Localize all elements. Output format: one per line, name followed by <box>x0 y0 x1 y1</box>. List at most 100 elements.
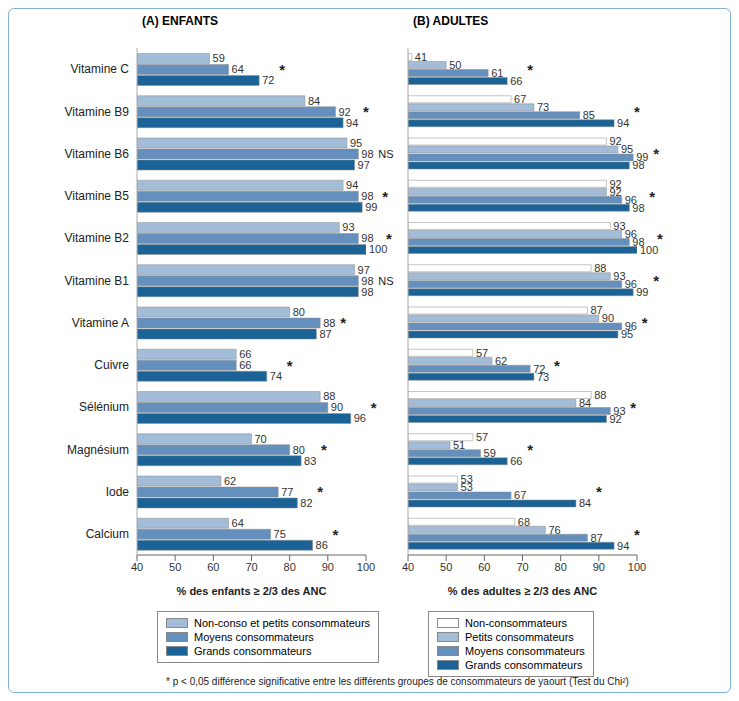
svg-text:100: 100 <box>628 561 646 573</box>
svg-text:75: 75 <box>274 528 286 540</box>
svg-text:62: 62 <box>495 355 507 367</box>
svg-text:95: 95 <box>621 328 633 340</box>
svg-text:*: * <box>340 314 346 331</box>
svg-text:*: * <box>653 145 659 162</box>
svg-text:67: 67 <box>514 93 526 105</box>
svg-text:60: 60 <box>478 561 490 573</box>
svg-text:98: 98 <box>361 286 373 298</box>
svg-text:66: 66 <box>239 359 251 371</box>
svg-text:99: 99 <box>365 201 377 213</box>
svg-text:90: 90 <box>322 561 334 573</box>
svg-text:40: 40 <box>402 561 414 573</box>
svg-text:61: 61 <box>491 67 503 79</box>
svg-text:*: * <box>363 103 369 120</box>
svg-text:83: 83 <box>304 455 316 467</box>
svg-text:94: 94 <box>346 117 358 129</box>
svg-text:*: * <box>279 61 285 78</box>
svg-text:73: 73 <box>537 371 549 383</box>
svg-text:64: 64 <box>232 63 244 75</box>
svg-text:82: 82 <box>300 497 312 509</box>
svg-text:87: 87 <box>590 304 602 316</box>
svg-text:92: 92 <box>609 135 621 147</box>
svg-text:98: 98 <box>632 159 644 171</box>
svg-text:70: 70 <box>255 433 267 445</box>
svg-text:Magnésium: Magnésium <box>67 443 129 457</box>
svg-text:*: * <box>634 103 640 120</box>
svg-text:53: 53 <box>461 481 473 493</box>
svg-text:96: 96 <box>625 278 637 290</box>
svg-text:60: 60 <box>207 561 219 573</box>
svg-text:94: 94 <box>617 117 629 129</box>
svg-text:59: 59 <box>213 52 225 64</box>
svg-text:84: 84 <box>579 497 591 509</box>
svg-text:Vitamine A: Vitamine A <box>72 316 129 330</box>
svg-text:73: 73 <box>537 101 549 113</box>
svg-text:84: 84 <box>308 95 320 107</box>
svg-text:*: * <box>634 526 640 543</box>
svg-text:93: 93 <box>613 220 625 232</box>
svg-text:*: * <box>554 357 560 374</box>
svg-text:93: 93 <box>613 270 625 282</box>
svg-text:90: 90 <box>593 561 605 573</box>
svg-text:57: 57 <box>476 431 488 443</box>
svg-text:*: * <box>527 61 533 78</box>
svg-text:95: 95 <box>350 137 362 149</box>
svg-text:*: * <box>653 272 659 289</box>
svg-text:NS: NS <box>378 148 393 160</box>
svg-text:*: * <box>382 188 388 205</box>
svg-text:100: 100 <box>640 244 658 256</box>
svg-text:66: 66 <box>510 455 522 467</box>
svg-text:*: * <box>317 483 323 500</box>
svg-text:68: 68 <box>518 516 530 528</box>
svg-text:Vitamine B9: Vitamine B9 <box>65 105 130 119</box>
svg-text:70: 70 <box>245 561 257 573</box>
svg-text:67: 67 <box>514 489 526 501</box>
svg-text:*: * <box>527 441 533 458</box>
svg-text:Iode: Iode <box>106 485 130 499</box>
svg-text:% des enfants ≥ 2/3 des ANC: % des enfants ≥ 2/3 des ANC <box>177 585 327 597</box>
svg-text:76: 76 <box>548 524 560 536</box>
svg-text:86: 86 <box>316 539 328 551</box>
svg-text:40: 40 <box>131 561 143 573</box>
svg-text:50: 50 <box>449 59 461 71</box>
svg-text:51: 51 <box>453 439 465 451</box>
svg-text:Vitamine B1: Vitamine B1 <box>65 274 130 288</box>
svg-text:Cuivre: Cuivre <box>94 358 129 372</box>
svg-text:80: 80 <box>284 561 296 573</box>
svg-text:94: 94 <box>617 540 629 552</box>
svg-text:88: 88 <box>594 389 606 401</box>
svg-text:92: 92 <box>609 413 621 425</box>
svg-text:*: * <box>321 441 327 458</box>
svg-text:*: * <box>630 399 636 416</box>
svg-text:Vitamine C: Vitamine C <box>71 62 130 76</box>
svg-text:88: 88 <box>594 262 606 274</box>
svg-text:Calcium: Calcium <box>86 527 129 541</box>
svg-text:93: 93 <box>342 221 354 233</box>
svg-text:90: 90 <box>602 312 614 324</box>
svg-text:99: 99 <box>636 286 648 298</box>
svg-text:80: 80 <box>293 444 305 456</box>
svg-text:87: 87 <box>590 532 602 544</box>
svg-text:% des adultes ≥ 2/3 des ANC: % des adultes ≥ 2/3 des ANC <box>448 585 597 597</box>
svg-text:64: 64 <box>232 517 244 529</box>
svg-text:100: 100 <box>357 561 375 573</box>
svg-text:Sélénium: Sélénium <box>79 400 129 414</box>
svg-text:NS: NS <box>378 275 393 287</box>
svg-text:80: 80 <box>555 561 567 573</box>
svg-text:62: 62 <box>224 475 236 487</box>
svg-text:*: * <box>371 399 377 416</box>
svg-text:74: 74 <box>270 370 282 382</box>
svg-text:92: 92 <box>609 186 621 198</box>
svg-text:98: 98 <box>632 202 644 214</box>
svg-text:50: 50 <box>169 561 181 573</box>
svg-text:*: * <box>642 314 648 331</box>
svg-text:57: 57 <box>476 347 488 359</box>
svg-text:*: * <box>333 526 339 543</box>
svg-text:70: 70 <box>516 561 528 573</box>
svg-text:72: 72 <box>262 74 274 86</box>
svg-text:85: 85 <box>583 109 595 121</box>
svg-text:95: 95 <box>621 143 633 155</box>
svg-text:50: 50 <box>440 561 452 573</box>
svg-text:84: 84 <box>579 397 591 409</box>
svg-text:41: 41 <box>415 51 427 63</box>
